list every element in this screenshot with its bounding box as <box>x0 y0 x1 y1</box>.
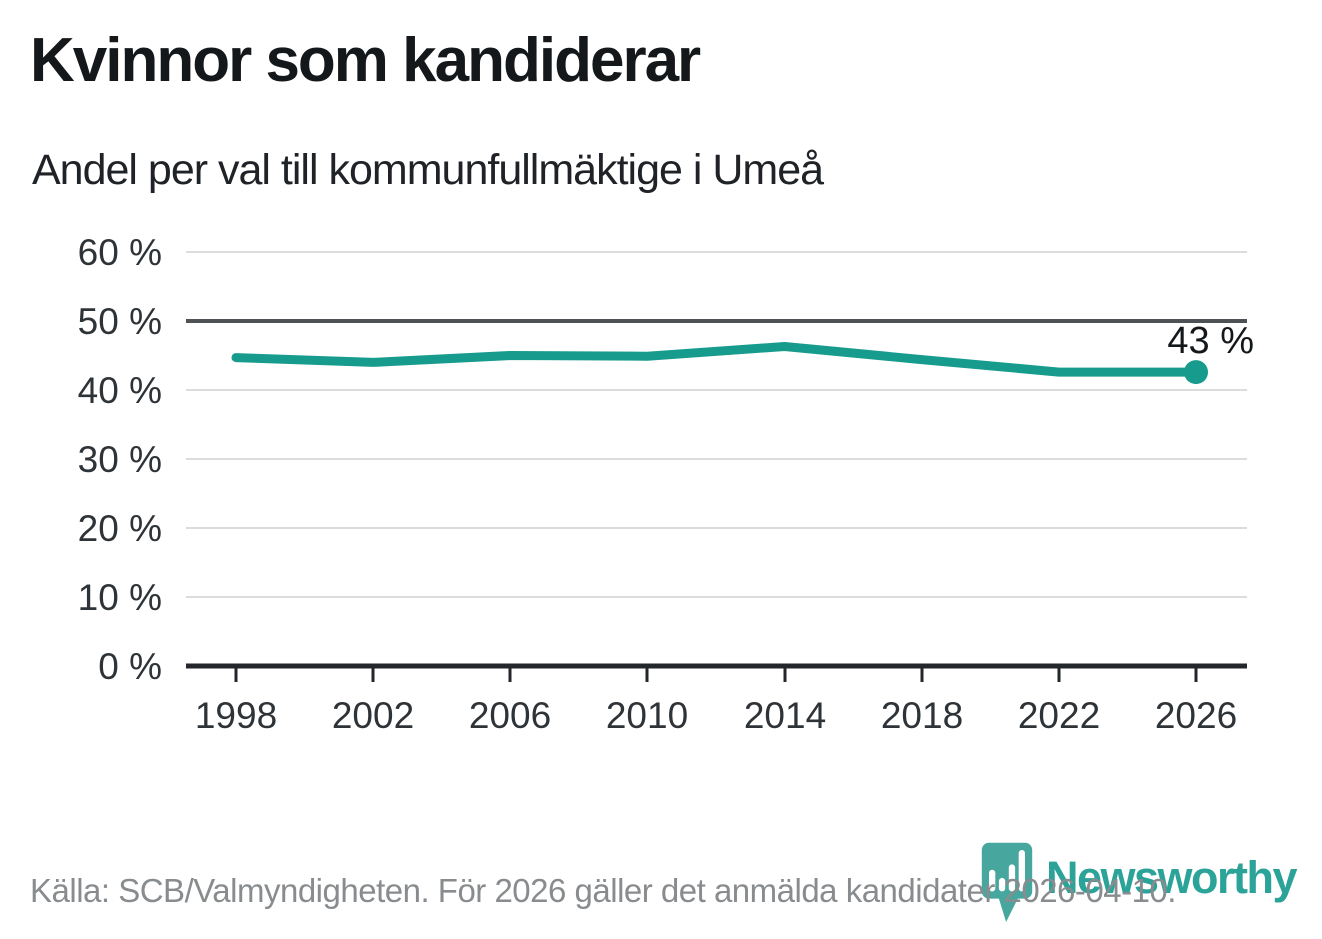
newsworthy-logo-text: Newsworthy <box>1046 852 1298 903</box>
end-point-marker <box>1184 360 1208 385</box>
x-axis <box>186 663 1247 682</box>
y-axis-labels: 60 % 50 % 40 % 30 % 20 % 10 % 0 % <box>78 232 162 687</box>
chart-subtitle: Andel per val till kommunfullmäktige i U… <box>32 146 824 194</box>
x-tick-2010: 2010 <box>606 695 688 736</box>
x-tick-2006: 2006 <box>469 695 551 736</box>
end-value-label: 43 % <box>1167 320 1254 362</box>
newsworthy-logo: Newsworthy <box>980 840 1298 932</box>
y-tick-20: 20 % <box>78 508 162 549</box>
chart-title: Kvinnor som kandiderar <box>30 26 701 95</box>
y-tick-0: 0 % <box>98 646 162 687</box>
data-line <box>231 342 1201 377</box>
x-tick-2002: 2002 <box>332 695 414 736</box>
gridlines <box>186 251 1247 598</box>
x-axis-labels: 1998 2002 2006 2010 2014 2018 2022 2026 <box>195 695 1237 736</box>
x-tick-2022: 2022 <box>1018 695 1100 736</box>
x-tick-2014: 2014 <box>744 695 826 736</box>
y-tick-30: 30 % <box>78 439 162 480</box>
x-tick-2026: 2026 <box>1155 695 1237 736</box>
newsworthy-pin-icon <box>981 842 1033 922</box>
y-tick-60: 60 % <box>78 232 162 273</box>
source-text: Källa: SCB/Valmyndigheten. För 2026 gäll… <box>30 872 1176 909</box>
y-tick-40: 40 % <box>78 370 162 411</box>
y-tick-50: 50 % <box>78 301 162 342</box>
x-tick-2018: 2018 <box>881 695 963 736</box>
x-tick-1998: 1998 <box>195 695 277 736</box>
y-tick-10: 10 % <box>78 577 162 618</box>
